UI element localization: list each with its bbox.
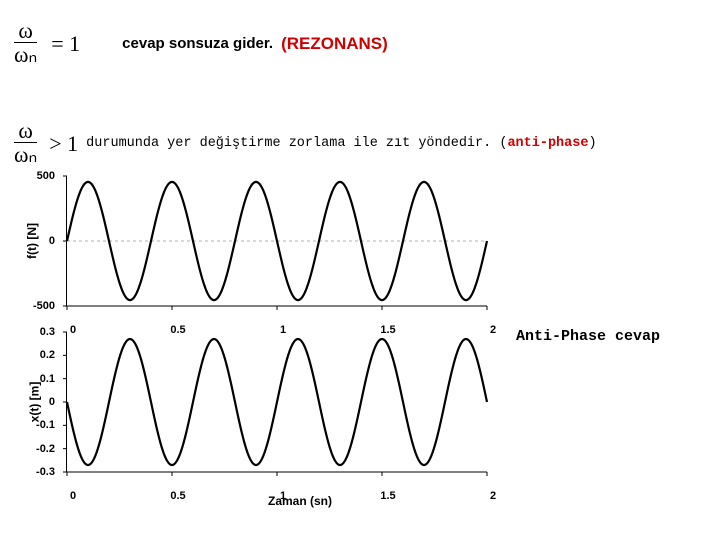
x-tick: 2 [490, 490, 496, 502]
frac-numerator: ω [14, 20, 36, 43]
x-tick: 1.5 [380, 490, 395, 502]
resonance-text: cevap sonsuza gider. [122, 35, 273, 52]
y-tick: 0.2 [40, 349, 55, 361]
frac-numerator-2: ω [14, 120, 36, 143]
equals-one: = 1 [49, 31, 82, 57]
antiphase-text-before: durumunda yer değiştirme zorlama ile zıt… [86, 136, 507, 151]
y-tick: -500 [33, 300, 55, 312]
y-tick: 500 [37, 170, 55, 182]
resonance-line: ω ωₙ = 1 cevap sonsuza gider. (REZONANS) [10, 20, 388, 67]
antiphase-side-label: Anti-Phase cevap [516, 328, 660, 345]
y-tick: 0.3 [40, 326, 55, 338]
frac-denominator: ωₙ [10, 43, 41, 67]
y-tick: -0.2 [36, 443, 55, 455]
y-tick: -0.1 [36, 419, 55, 431]
disp-ylabel: x(t) [m] [27, 382, 41, 423]
x-tick: 0 [70, 490, 76, 502]
force-chart: f(t) [N] 5000-500 00.511.52 [60, 176, 540, 306]
disp-chart: x(t) [m] 0.30.20.10-0.1-0.2-0.3 00.511.5… [60, 332, 540, 472]
xlabel: Zaman (sn) [268, 494, 332, 508]
y-tick: 0 [49, 235, 55, 247]
antiphase-keyword: anti-phase [507, 136, 588, 151]
ratio-fraction-2: ω ωₙ [10, 120, 41, 167]
force-ylabel: f(t) [N] [25, 223, 39, 259]
charts-container: f(t) [N] 5000-500 00.511.52 x(t) [m] 0.3… [60, 176, 540, 498]
antiphase-text: durumunda yer değiştirme zorlama ile zıt… [86, 136, 596, 151]
frac-denominator-2: ωₙ [10, 143, 41, 167]
disp-svg [67, 332, 487, 472]
antiphase-text-after: ) [588, 136, 596, 151]
ratio-fraction: ω ωₙ [10, 20, 41, 67]
y-tick: -0.3 [36, 466, 55, 478]
force-svg [67, 176, 487, 306]
force-plot: 5000-500 00.511.52 [66, 176, 486, 306]
disp-plot: 0.30.20.10-0.1-0.2-0.3 00.511.52 [66, 332, 486, 472]
greater-one: > 1 [47, 131, 80, 157]
resonance-label: (REZONANS) [281, 34, 388, 54]
antiphase-line: ω ωₙ > 1 durumunda yer değiştirme zorlam… [10, 120, 597, 167]
y-tick: 0.1 [40, 373, 55, 385]
x-tick: 0.5 [170, 490, 185, 502]
y-tick: 0 [49, 396, 55, 408]
